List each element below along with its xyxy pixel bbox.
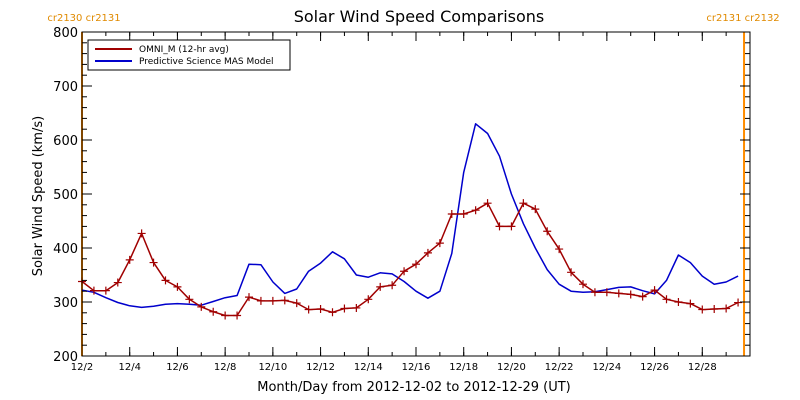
legend-label-omni: OMNI_M (12-hr avg) [139, 45, 229, 55]
omni-data-point [543, 227, 552, 236]
omni-data-point [400, 267, 409, 276]
omni-data-point [710, 305, 719, 314]
omni-data-point [197, 302, 206, 311]
omni-data-point [89, 286, 98, 295]
omni-data-point [579, 280, 587, 289]
x-tick-label: 12/16 [402, 362, 431, 373]
y-tick-label: 500 [53, 188, 78, 203]
omni-data-point [423, 248, 432, 257]
x-tick-label: 12/24 [592, 362, 621, 373]
x-tick-label: 12/28 [688, 362, 717, 373]
series-layer [78, 123, 743, 320]
x-tick-label: 12/18 [449, 362, 478, 373]
omni-data-point [412, 260, 420, 269]
x-tick-label: 12/8 [214, 362, 236, 373]
omni-data-point [352, 303, 361, 312]
omni-data-point [113, 278, 122, 287]
omni-data-point [328, 308, 337, 317]
axes-layer: 200 300 400 500 600 700 800 12/2 12/4 12/6 12/8 12/… [53, 26, 751, 373]
omni-data-point [698, 305, 707, 314]
omni-data-point [447, 209, 456, 218]
omni-series-line [81, 202, 739, 317]
omni-data-point [376, 282, 385, 291]
x-tick-label: 12/14 [354, 362, 383, 373]
omni-data-point [614, 289, 623, 298]
omni-data-point [268, 296, 277, 305]
omni-data-point [650, 286, 659, 295]
omni-data-point [638, 292, 647, 301]
x-tick-label: 12/10 [258, 362, 287, 373]
omni-data-point [245, 293, 253, 302]
legend-label-mas: Predictive Science MAS Model [139, 57, 274, 67]
x-tick-label: 12/26 [640, 362, 669, 373]
omni-data-point [734, 298, 743, 307]
omni-data-point [507, 222, 516, 231]
omni-data-point [662, 295, 671, 304]
y-tick-label: 600 [53, 134, 78, 149]
omni-data-point [161, 276, 170, 285]
carrington-marker-label: cr2130 cr2131 [47, 13, 120, 24]
omni-data-point [602, 288, 611, 297]
omni-data-point [483, 199, 492, 208]
y-axis-label: Solar Wind Speed (km/s) [31, 116, 46, 276]
omni-data-point [137, 229, 146, 238]
legend-box [87, 39, 291, 71]
omni-data-point [256, 296, 265, 305]
omni-data-point [364, 295, 373, 304]
omni-data-point [209, 307, 218, 316]
omni-data-point [125, 255, 134, 264]
omni-data-point [471, 206, 480, 215]
x-tick-label: 12/22 [545, 362, 574, 373]
x-tick-label: 12/4 [118, 362, 140, 373]
omni-data-point [674, 298, 683, 306]
x-tick-label: 12/12 [306, 362, 335, 373]
y-tick-label: 300 [53, 296, 78, 311]
omni-data-point [280, 296, 289, 305]
y-tick-label: 800 [53, 26, 78, 41]
carrington-marker-label: cr2131 cr2132 [706, 13, 779, 24]
y-tick-label: 400 [53, 242, 78, 257]
omni-data-point [495, 222, 504, 231]
omni-data-point [435, 239, 444, 248]
omni-data-point [519, 199, 528, 208]
omni-data-point [340, 304, 349, 313]
omni-data-point [555, 245, 564, 254]
x-axis-label: Month/Day from 2012-12-02 to 2012-12-29 … [257, 380, 570, 395]
y-tick-label: 200 [53, 350, 78, 365]
legend: OMNI_M (12-hr avg) Predictive Science MA… [87, 39, 291, 71]
omni-data-point [316, 305, 325, 314]
omni-data-point [686, 299, 695, 308]
omni-data-point [567, 268, 576, 277]
y-tick-label: 700 [53, 80, 78, 95]
omni-data-point [149, 258, 158, 267]
mas-series-line [81, 123, 739, 309]
omni-data-point [304, 305, 313, 314]
omni-data-point [459, 209, 468, 218]
omni-data-point [626, 290, 635, 299]
omni-data-point [388, 281, 397, 290]
omni-data-point [233, 311, 242, 320]
x-tick-label: 12/2 [71, 362, 93, 373]
omni-data-point [221, 311, 230, 320]
x-tick-label: 12/6 [166, 362, 188, 373]
omni-data-point [722, 304, 731, 313]
x-tick-label: 12/20 [497, 362, 526, 373]
plot-frame [81, 31, 751, 357]
omni-data-point [292, 299, 301, 308]
omni-data-point [185, 295, 194, 304]
omni-data-point [590, 288, 599, 297]
omni-data-point [531, 205, 540, 214]
chart-title: Solar Wind Speed Comparisons [294, 7, 545, 26]
omni-data-point [101, 286, 110, 295]
omni-data-point [173, 282, 182, 291]
